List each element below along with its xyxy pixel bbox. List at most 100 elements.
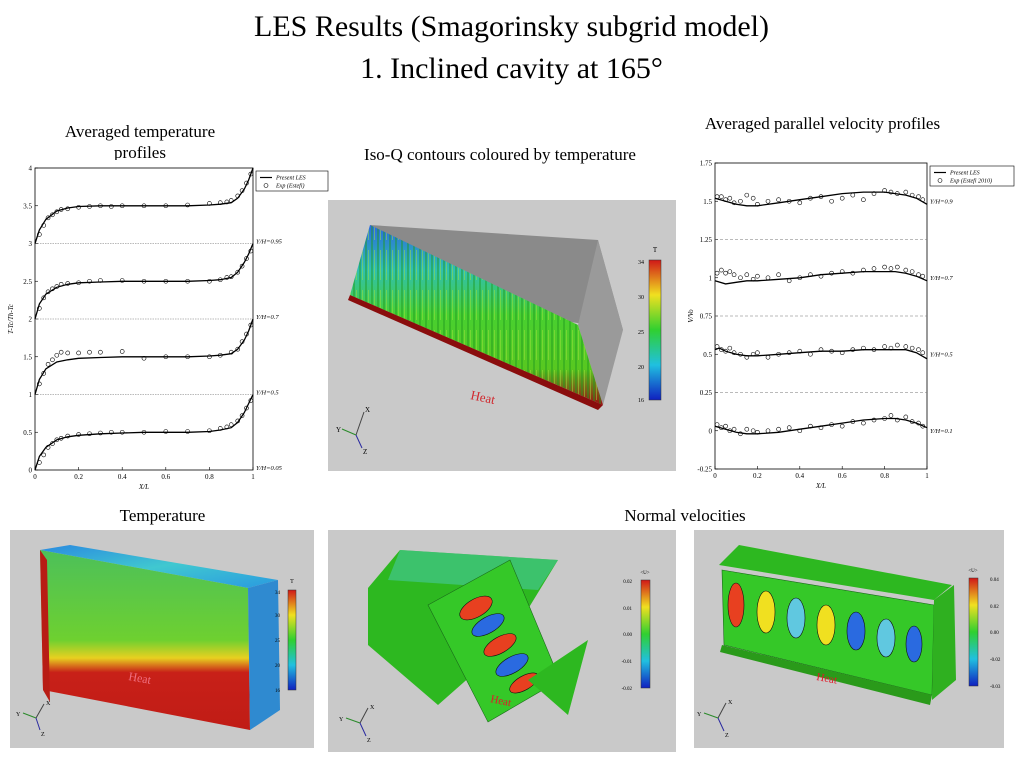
y-tick-label: 0 [709, 427, 713, 435]
exp-point [882, 188, 887, 193]
nv2-cbar-tick-3: -0.02 [990, 658, 1001, 663]
exp-point [45, 362, 51, 367]
iso-q-panel: T 34 30 25 20 16 Heat X Y Z [328, 200, 676, 471]
temp-cbar-tick-4: 16 [275, 689, 281, 694]
legend-entry-exp: Exp (Estefi) [275, 183, 305, 190]
curve-label-3: Y/H=0.1 [930, 428, 953, 435]
nv2-top-face [719, 545, 952, 600]
exp-point [829, 198, 834, 204]
exp-point [244, 331, 249, 337]
slide-title-line1: LES Results (Smagorinsky subgrid model) [254, 10, 769, 43]
y-tick-label: 1 [29, 391, 33, 399]
exp-point [98, 430, 103, 436]
x-tick-label: 0 [33, 473, 37, 481]
exp-point [235, 269, 241, 275]
exp-point [37, 460, 42, 465]
exp-point [818, 273, 824, 279]
curve-label-3: Y/H=0.05 [256, 465, 283, 472]
exp-point [119, 429, 125, 435]
exp-point [109, 429, 114, 435]
exp-point [895, 417, 900, 423]
exp-point [719, 425, 724, 430]
exp-point [224, 275, 230, 280]
temperature-render: T 34 30 25 20 16 Heat X Y Z [16, 545, 297, 738]
exp-point [882, 264, 887, 270]
exp-point [41, 295, 47, 301]
svg-text:Z: Z [41, 732, 45, 738]
exp-point [744, 272, 750, 277]
exp-point [87, 204, 92, 209]
exp-point [797, 428, 803, 434]
nv1-cbar-tick-4: -0.02 [622, 687, 633, 692]
exp-point [207, 428, 212, 434]
exp-point [45, 445, 51, 450]
exp-point [829, 348, 834, 354]
temp-right-face [248, 580, 280, 730]
nv2-axes-triad: X Y Z [697, 700, 733, 739]
curve-label-1: Y/H=0.7 [256, 314, 279, 321]
exp-point [45, 289, 51, 295]
caption-temp-profiles: Averaged temperature profiles [64, 122, 216, 162]
legend-point-swatch [937, 178, 943, 183]
les-curve-2 [34, 318, 254, 395]
exp-point [882, 344, 887, 349]
caption-vel-profiles: Averaged parallel velocity profiles [704, 114, 941, 133]
exp-point [37, 381, 42, 387]
exp-point [714, 194, 720, 199]
exp-point [920, 197, 926, 203]
exp-point [218, 200, 223, 206]
caption-normal-velocities: Normal velocities [624, 506, 746, 525]
exp-point [54, 209, 60, 215]
exp-point [755, 429, 760, 435]
curve-label-1: Y/H=0.7 [930, 275, 953, 282]
exp-point [920, 423, 926, 429]
exp-point [58, 349, 64, 355]
iso-colorbar-title: T [653, 246, 658, 254]
normal-velocity-panel-1: <U> 0.02 0.01 0.00 -0.01 -0.02 Heat X Y … [328, 530, 676, 752]
exp-point [141, 355, 147, 361]
x-tick-label: 0.2 [753, 472, 762, 480]
exp-point [797, 275, 803, 281]
exp-point [248, 322, 254, 328]
legend-point-swatch [263, 183, 269, 188]
svg-text:Z: Z [725, 733, 729, 739]
exp-point [797, 348, 803, 354]
exp-point [228, 198, 234, 203]
legend-entry-les: Present LES [949, 171, 980, 177]
x-tick-label: 0.6 [838, 472, 847, 480]
exp-point [163, 203, 169, 209]
exp-point [723, 270, 728, 276]
exp-point [239, 188, 245, 193]
exp-point [750, 351, 756, 357]
exp-point [829, 422, 834, 427]
exp-point [163, 429, 169, 434]
exp-point [916, 347, 921, 352]
exp-point [244, 405, 249, 411]
nv2-colorbar [968, 577, 979, 687]
temp-left-face [40, 550, 50, 702]
exp-point [916, 194, 921, 199]
exp-point [185, 202, 190, 208]
exp-point [750, 195, 756, 201]
exp-point [50, 357, 55, 363]
exp-point [41, 223, 47, 228]
x-tick-label: 1 [925, 472, 929, 480]
x-axis-label: X/L [138, 483, 149, 491]
exp-point [839, 350, 845, 356]
temp-colorbar [287, 589, 297, 691]
exp-point [818, 347, 824, 352]
normal-velocity-panel-2: <U> 0.04 0.02 0.00 -0.02 -0.03 Heat X Y … [694, 530, 1004, 748]
exp-point [224, 199, 230, 205]
nv2-cbar-tick-0: 0.04 [990, 578, 999, 583]
svg-text:Y: Y [339, 717, 344, 723]
exp-point [244, 180, 249, 186]
nv1-cbar-tick-1: 0.01 [623, 607, 632, 612]
exp-point [808, 351, 813, 357]
svg-text:Y: Y [697, 712, 702, 718]
exp-point [895, 264, 900, 270]
temp-heat-label: Heat [127, 669, 152, 687]
exp-point [228, 274, 234, 280]
exp-point [58, 207, 64, 212]
exp-point [54, 352, 60, 358]
exp-point [185, 354, 190, 360]
